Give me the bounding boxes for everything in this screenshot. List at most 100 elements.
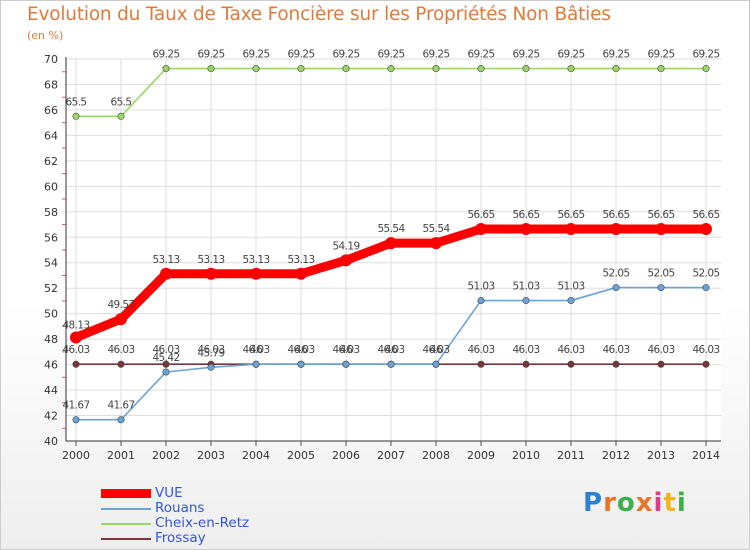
data-label: 51.03 [467,281,494,293]
y-tick-label: 54 [44,257,58,270]
data-point [655,222,667,235]
legend-label: Frossay [155,530,206,546]
data-label: 56.65 [512,209,539,221]
data-label: 52.05 [602,268,629,280]
data-label: 69.25 [152,49,179,61]
data-label: 69.25 [422,49,449,61]
data-label: 46.03 [422,344,449,356]
data-point [117,360,125,368]
data-label: 46.03 [197,344,224,356]
data-label: 56.65 [647,209,674,221]
x-tick-label: 2004 [242,449,270,462]
data-point [612,284,620,292]
data-point [72,360,80,368]
y-tick-label: 66 [44,104,58,117]
x-tick-label: 2001 [107,449,135,462]
logo-letter: t [663,488,677,518]
data-label: 46.03 [242,344,269,356]
y-tick-label: 68 [44,78,58,91]
data-point [702,360,710,368]
data-point [207,363,215,371]
data-label: 56.65 [602,209,629,221]
data-point [432,65,440,73]
data-label: 54.19 [332,240,359,252]
data-point [567,65,575,73]
x-tick-label: 2008 [422,449,450,462]
data-label: 69.25 [467,49,494,61]
data-label: 46.03 [287,344,314,356]
data-point [297,360,305,368]
data-label: 46.03 [152,344,179,356]
data-point [72,112,80,120]
data-point [702,284,710,292]
y-tick-label: 62 [44,155,58,168]
data-point [70,331,82,344]
data-point [162,65,170,73]
logo-letter: r [603,488,617,518]
data-label: 56.65 [692,209,719,221]
data-label: 41.67 [107,400,134,412]
y-tick-label: 44 [44,384,58,397]
data-point [72,416,80,424]
data-point [567,297,575,305]
data-point [522,360,530,368]
y-tick-label: 40 [44,435,58,448]
data-label: 52.05 [647,268,674,280]
legend-label: Rouans [155,500,205,516]
x-tick-label: 2014 [692,449,720,462]
data-label: 46.03 [557,344,584,356]
y-tick-label: 48 [44,333,58,346]
data-label: 46 [250,344,263,356]
data-label: 46.03 [512,344,539,356]
data-label: 69.25 [692,49,719,61]
x-tick-label: 2011 [557,449,585,462]
data-label: 48.13 [62,319,89,331]
data-point [702,65,710,73]
data-point [430,237,442,250]
data-point [252,65,260,73]
y-tick-label: 52 [44,282,58,295]
data-point [657,360,665,368]
logo-letter: i [653,488,664,518]
data-label: 46 [385,344,398,356]
data-label: 41.67 [62,400,89,412]
data-point [297,65,305,73]
data-point [565,222,577,235]
y-tick-label: 56 [44,231,58,244]
data-point [117,112,125,120]
data-point [657,65,665,73]
logo-letter: x [635,488,654,518]
legend-swatch [101,538,151,540]
logo-letter: P [583,488,604,518]
data-point [657,284,665,292]
x-tick-label: 2005 [287,449,315,462]
data-point [295,267,307,280]
data-point [340,254,352,267]
y-tick-label: 46 [44,359,58,372]
x-tick-label: 2003 [197,449,225,462]
y-axis-unit: (en %) [27,29,64,42]
data-point [207,65,215,73]
data-point [342,360,350,368]
data-label: 46.03 [467,344,494,356]
data-point [477,360,485,368]
data-point [522,297,530,305]
data-label: 46 [430,344,443,356]
y-tick-label: 70 [44,53,58,66]
data-point [387,65,395,73]
data-point [432,360,440,368]
data-label: 69.25 [287,49,314,61]
logo-letter: o [616,488,636,518]
data-label: 53.13 [197,254,224,266]
data-label: 69.25 [377,49,404,61]
data-label: 53.13 [242,254,269,266]
data-label: 45.79 [197,347,224,359]
data-label: 69.25 [647,49,674,61]
data-label: 56.65 [557,209,584,221]
data-point [115,313,127,326]
data-label: 53.13 [152,254,179,266]
data-label: 56.65 [467,209,494,221]
y-tick-label: 50 [44,308,58,321]
data-label: 53.13 [287,254,314,266]
